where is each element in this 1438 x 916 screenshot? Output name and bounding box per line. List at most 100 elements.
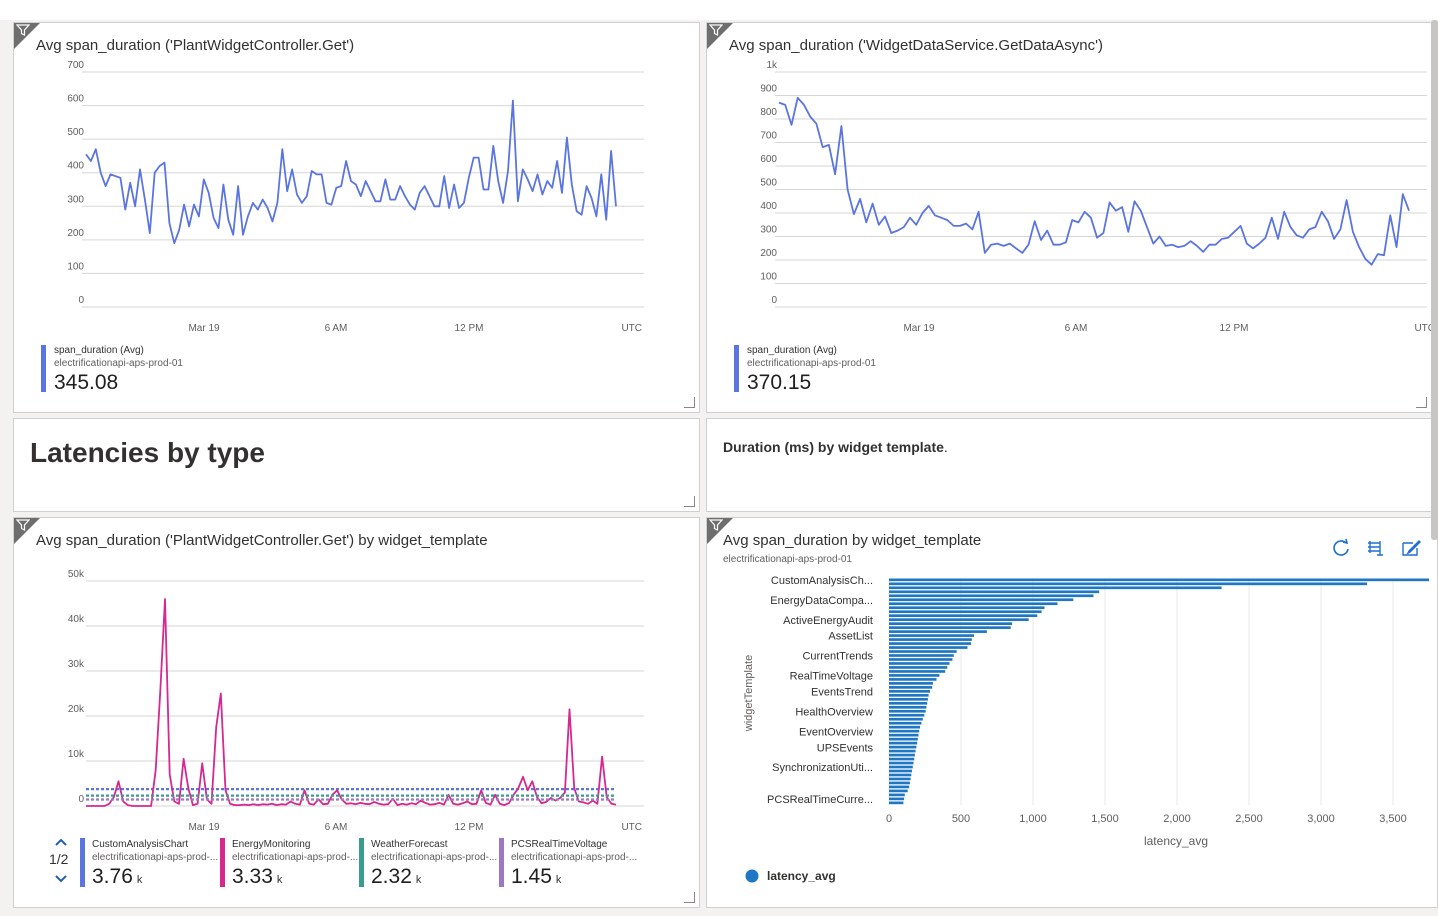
- resize-handle[interactable]: [684, 397, 695, 408]
- tile-plantwidget-get[interactable]: Avg span_duration ('PlantWidgetControlle…: [13, 22, 700, 413]
- bar: [889, 646, 968, 649]
- y-tick-label: 300: [67, 194, 84, 205]
- category-label: EventOverview: [799, 726, 873, 738]
- y-tick-label: 0: [771, 295, 777, 306]
- bar: [889, 670, 946, 673]
- tile-latencies-heading[interactable]: Latencies by type: [13, 418, 700, 512]
- bar: [889, 749, 916, 753]
- legend-color-bar: [41, 345, 46, 392]
- markdown-text: Duration (ms) by widget template.: [723, 439, 948, 455]
- y-tick-label: 400: [67, 161, 84, 172]
- chevron-up-icon[interactable]: [54, 837, 68, 847]
- bar: [889, 785, 910, 789]
- legend-color-bar: [499, 838, 504, 887]
- tile-plantwidget-by-template[interactable]: Avg span_duration ('PlantWidgetControlle…: [13, 517, 700, 908]
- legend-color-bar: [359, 838, 364, 887]
- bar: [889, 709, 926, 713]
- y-tick-label: 400: [760, 201, 777, 212]
- table-view-icon[interactable]: [1365, 537, 1387, 559]
- tile-title: Avg span_duration ('PlantWidgetControlle…: [36, 37, 355, 54]
- bar-chart-by-template[interactable]: 0 500 1,000 1,500 2,000 2,500 3,000 3,500 Custom…: [707, 518, 1438, 858]
- bar: [889, 578, 1429, 582]
- y-tick-label: 600: [760, 154, 777, 165]
- y-tick-label: 200: [760, 248, 777, 259]
- filter-icon: [16, 24, 30, 36]
- legend-pager: 1/2: [49, 851, 69, 867]
- legend-color-bar: [220, 838, 225, 887]
- x-tick-label: 1,000: [1019, 813, 1047, 825]
- line-chart-getdataasync[interactable]: 1k 900 800 700 600 500 400 300 200 100 0 Mar 19 6 AM…: [707, 23, 1438, 338]
- category-label: AssetList: [828, 631, 873, 643]
- legend-value: 3.76 k: [92, 865, 142, 889]
- bar: [889, 654, 954, 657]
- bar: [889, 690, 930, 693]
- bar: [889, 606, 1045, 610]
- legend-series-name: EnergyMonitoring: [232, 839, 311, 850]
- category-label: HealthOverview: [795, 706, 873, 718]
- tile-title: Avg span_duration ('PlantWidgetControlle…: [36, 532, 488, 549]
- legend-value: 1.45 k: [511, 865, 561, 889]
- bar: [889, 725, 920, 729]
- x-tick-label: 1,500: [1091, 813, 1119, 825]
- tile-duration-note[interactable]: Duration (ms) by widget template.: [706, 418, 1438, 512]
- legend-value: 345.08: [54, 371, 119, 394]
- y-tick-label: 10k: [68, 749, 85, 760]
- refresh-icon[interactable]: [1330, 537, 1352, 559]
- y-tick-label: 20k: [68, 704, 85, 715]
- tile-widgetdataservice-getdataasync[interactable]: Avg span_duration ('WidgetDataService.Ge…: [706, 22, 1438, 413]
- y-tick-label: 50k: [68, 569, 85, 580]
- legend-resource-name: electrificationapi-aps-prod-01: [747, 358, 876, 369]
- x-tick-label: 2,500: [1235, 813, 1263, 825]
- markdown-bold-text: Duration (ms) by widget template: [723, 439, 944, 455]
- x-tick-label: 500: [952, 813, 970, 825]
- y-axis-label: widgetTemplate: [743, 655, 755, 732]
- edit-icon[interactable]: [1400, 537, 1422, 559]
- category-label: EnergyDataCompa...: [770, 595, 873, 607]
- legend-value-number: 2.32: [371, 865, 412, 888]
- legend-resource-name: electrificationapi-aps-prod-...: [232, 852, 359, 863]
- line-chart-plantwidget-get[interactable]: 700 600 500 400 300 200 100 0 Mar 19 6 AM 12 PM UTC: [14, 23, 700, 338]
- tile-title: Avg span_duration by widget_template: [723, 532, 982, 549]
- bar: [889, 686, 933, 689]
- series-line-span-duration-avg-: [778, 96, 1410, 266]
- resize-handle[interactable]: [1416, 397, 1427, 408]
- legend-resource-name: electrificationapi-aps-prod-...: [511, 852, 638, 863]
- y-tick-label: 200: [67, 228, 84, 239]
- bar: [889, 745, 917, 749]
- markdown-tail: .: [943, 439, 948, 455]
- x-tick-label: 12 PM: [455, 323, 484, 334]
- chevron-down-icon[interactable]: [54, 874, 68, 884]
- y-tick-label: 700: [67, 60, 84, 71]
- line-chart-by-template[interactable]: 50k 40k 30k 20k 10k 0 Mar 19 6 AM 12 PM UTC: [14, 518, 700, 833]
- resize-handle[interactable]: [684, 496, 695, 507]
- bar: [889, 626, 1011, 629]
- bar: [889, 713, 925, 717]
- resize-handle[interactable]: [684, 892, 695, 903]
- series-line-span-duration-avg-: [85, 99, 617, 245]
- bar: [889, 682, 933, 685]
- legend-series-name: CustomAnalysisChart: [92, 839, 189, 850]
- category-label: UPSEvents: [817, 742, 874, 754]
- bar: [889, 793, 905, 797]
- page-scrollbar[interactable]: [1431, 20, 1438, 540]
- bar: [889, 705, 927, 709]
- legend-resource-name: electrificationapi-aps-prod-...: [92, 852, 219, 863]
- category-label: RealTimeVoltage: [790, 671, 873, 683]
- x-tick-label: 0: [886, 813, 892, 825]
- bar: [889, 622, 1013, 625]
- bar: [889, 662, 950, 665]
- bar: [889, 789, 908, 793]
- bar: [889, 761, 914, 765]
- tile-span-duration-by-template[interactable]: Avg span_duration by widget_template ele…: [706, 517, 1438, 908]
- bar: [889, 801, 904, 805]
- legend-color-bar: [80, 838, 85, 887]
- x-tick-label: Mar 19: [188, 323, 220, 334]
- bar: [889, 781, 910, 785]
- bar: [889, 666, 948, 669]
- x-tick-label: UTC: [1414, 323, 1435, 334]
- legend-value: 3.33 k: [232, 865, 282, 889]
- legend-value-number: 3.76: [92, 865, 133, 888]
- x-tick-label: UTC: [621, 323, 642, 334]
- legend-label: latency_avg: [767, 869, 836, 883]
- category-label: CurrentTrends: [802, 651, 873, 663]
